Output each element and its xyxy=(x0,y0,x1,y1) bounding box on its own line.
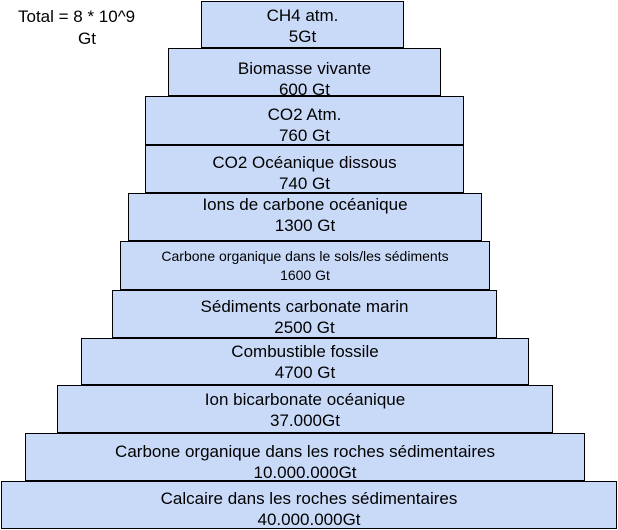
tier-combustible-fossile: Combustible fossile 4700 Gt xyxy=(81,338,529,385)
tier-value: 760 Gt xyxy=(278,126,331,145)
tier-value: 600 Gt xyxy=(278,80,331,99)
tier-ion-bicarbonate-oceanique: Ion bicarbonate océanique 37.000Gt xyxy=(57,385,553,433)
tier-carbone-organique-roches: Carbone organique dans les roches sédime… xyxy=(25,433,585,482)
total-label: Total = 8 * 10^9 Gt xyxy=(14,6,182,50)
tier-value: 5Gt xyxy=(288,27,317,46)
total-unit: Gt xyxy=(78,29,96,48)
tier-name: Ion bicarbonate océanique xyxy=(204,390,406,409)
tier-name: Biomasse vivante xyxy=(237,59,372,78)
tier-value: 2500 Gt xyxy=(274,318,335,337)
tier-biomasse-vivante: Biomasse vivante 600 Gt xyxy=(168,48,441,99)
tier-name: Ions de carbone océanique xyxy=(202,195,408,214)
tier-co2-oceanique-dissous: CO2 Océanique dissous 740 Gt xyxy=(145,145,464,193)
tier-value: 740 Gt xyxy=(278,174,331,193)
tier-name: CO2 Océanique dissous xyxy=(212,153,397,172)
tier-ions-carbone-oceanique: Ions de carbone océanique 1300 Gt xyxy=(128,193,482,241)
tier-name: Calcaire dans les roches sédimentaires xyxy=(160,489,458,508)
tier-name: Carbone organique dans les roches sédime… xyxy=(115,442,495,461)
tier-carbone-organique-sols: Carbone organique dans le sols/les sédim… xyxy=(120,241,490,290)
tier-calcaire-roches: Calcaire dans les roches sédimentaires 4… xyxy=(1,481,617,529)
tier-value: 10.000.000Gt xyxy=(253,463,357,482)
tier-name: Carbone organique dans le sols/les sédim… xyxy=(161,248,449,264)
tier-value: 1300 Gt xyxy=(274,216,336,235)
tier-value: 1600 Gt xyxy=(280,267,330,283)
tier-name: CO2 Atm. xyxy=(267,105,342,124)
tier-name: Sédiments carbonate marin xyxy=(200,297,409,316)
tier-value: 4700 Gt xyxy=(274,363,336,382)
tier-value: 40.000.000Gt xyxy=(257,510,361,529)
tier-value: 37.000Gt xyxy=(270,411,340,430)
total-value: Total = 8 * 10^9 xyxy=(18,7,136,26)
tier-ch4-atm: CH4 atm. 5Gt xyxy=(201,1,404,48)
tier-name: Combustible fossile xyxy=(231,342,379,361)
tier-co2-atm: CO2 Atm. 760 Gt xyxy=(145,96,464,145)
tier-name: CH4 atm. xyxy=(266,6,339,25)
tier-sediments-carbonate-marin: Sédiments carbonate marin 2500 Gt xyxy=(112,290,497,338)
